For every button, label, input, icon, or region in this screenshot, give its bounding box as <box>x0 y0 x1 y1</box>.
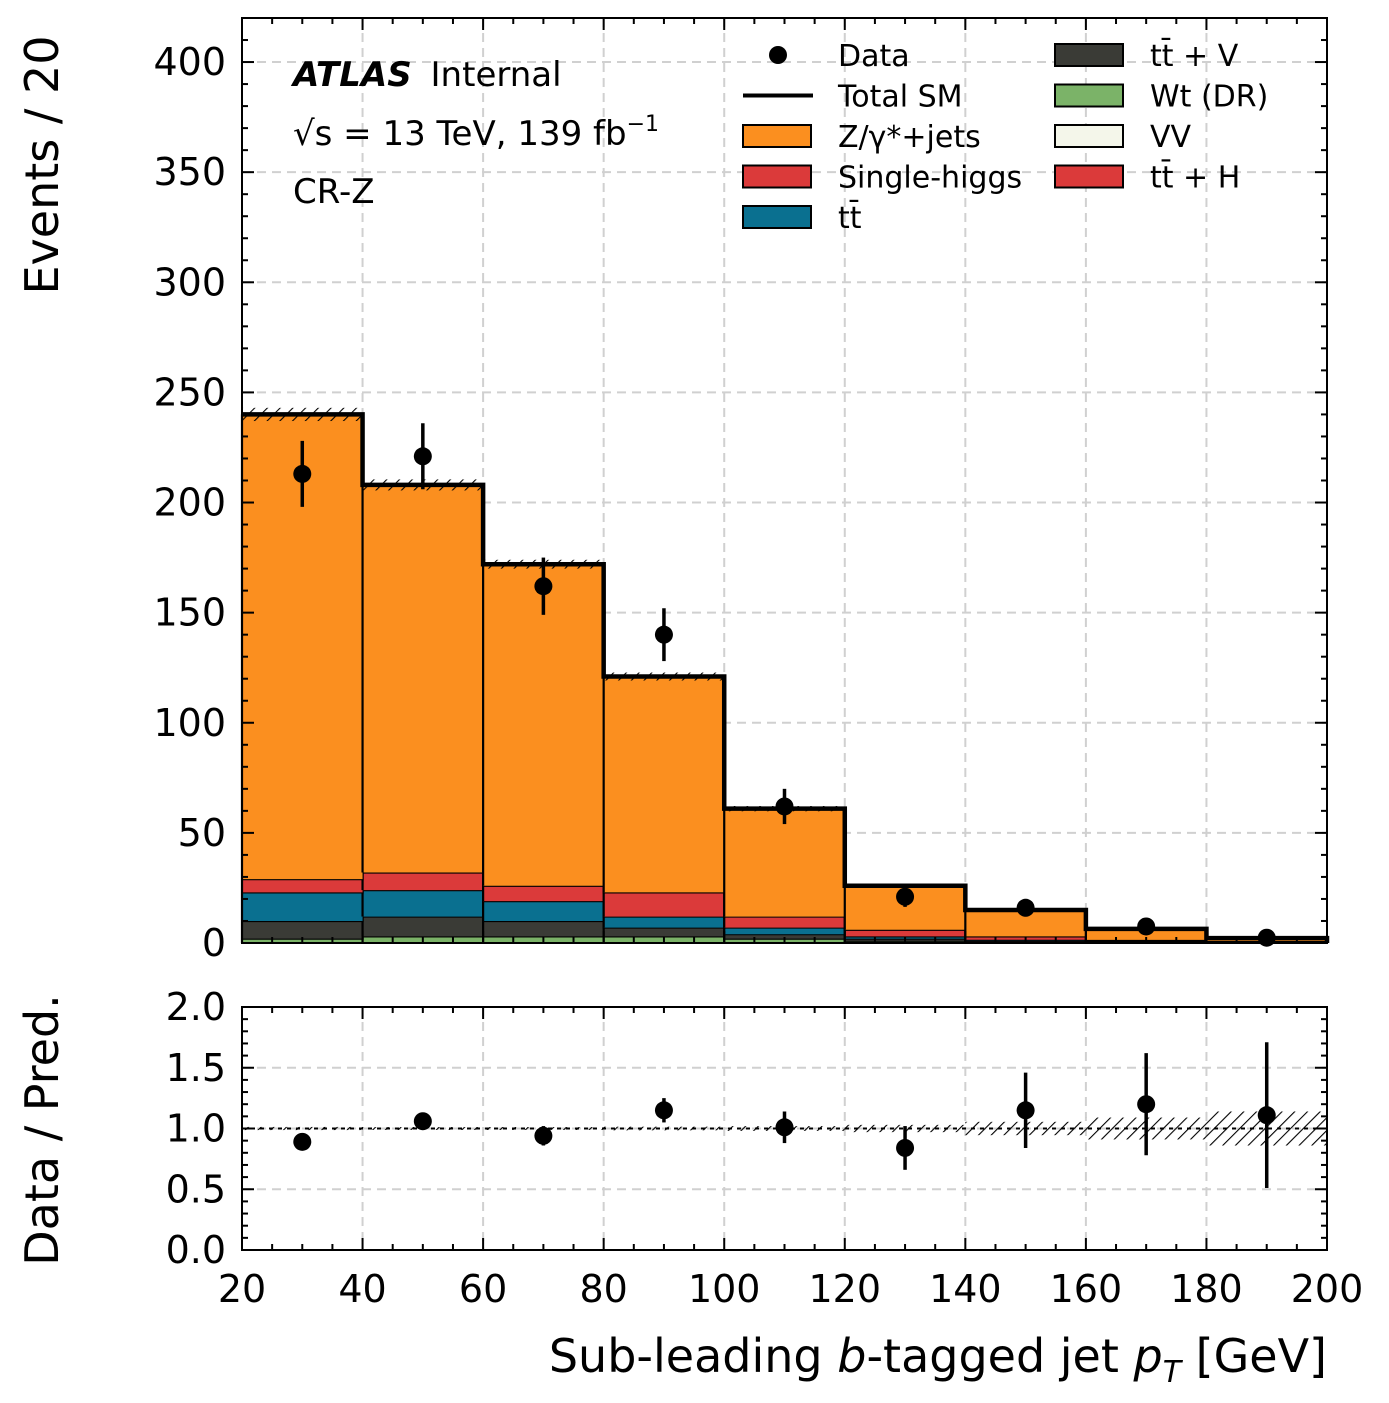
data-point <box>1137 917 1156 936</box>
x-tick-label: 200 <box>1291 1267 1364 1311</box>
legend-entry-left: Total SM <box>743 80 963 115</box>
legend-label: Data <box>838 39 910 74</box>
x-tick-label: 100 <box>688 1267 761 1311</box>
main-y-tick-label: 0 <box>202 921 226 965</box>
data-point <box>896 887 915 906</box>
energy-lumi-label: √s = 13 TeV, 139 fb−1 <box>293 112 659 154</box>
ratio-point <box>534 1126 553 1145</box>
legend-entry-right: Wt (DR) <box>1054 80 1268 115</box>
stack-fill-tt̄ + V <box>242 916 1327 943</box>
main-y-tick-label: 350 <box>153 150 226 194</box>
stack-fill-Z/γ*+jets <box>242 414 1327 942</box>
data-point <box>534 577 553 596</box>
ratio-point <box>896 1138 915 1157</box>
main-y-tick-label: 150 <box>153 591 226 635</box>
main-y-tick-label: 300 <box>153 260 226 304</box>
x-tick-label: 140 <box>929 1267 1002 1311</box>
ratio-y-tick-label: 1.5 <box>166 1046 226 1090</box>
region-label: CR-Z <box>293 172 375 212</box>
atlas-status: Internal <box>431 55 562 95</box>
legend-swatch <box>742 164 812 189</box>
legend-entry-left: tt̄ <box>742 200 862 236</box>
stack-fill-Single-higgs <box>242 872 1327 942</box>
legend-label: tt̄ + V <box>1150 38 1239 74</box>
legend-label: Single-higgs <box>838 161 1022 196</box>
ratio-point <box>293 1132 312 1151</box>
ratio-y-tick-label: 1.0 <box>166 1107 226 1151</box>
main-y-tick-label: 200 <box>153 481 226 525</box>
x-tick-label: 40 <box>338 1267 386 1311</box>
legend-data-marker <box>769 46 787 64</box>
main-total-sm-line <box>242 412 1330 943</box>
data-point <box>1016 898 1035 917</box>
main-y-tick-label: 50 <box>178 811 226 855</box>
ratio-y-tick-label: 0.5 <box>166 1167 226 1211</box>
ratio-ticks: 0.0 0.5 1.0 1.5 2.0 20 40 60 80 100 120 140 160 180 20… <box>166 985 1364 1311</box>
ratio-point <box>1257 1106 1276 1125</box>
main-ticks: 0 50 100 150 200 250 300 350 400 <box>153 17 1328 965</box>
main-y-tick-label: 100 <box>153 701 226 745</box>
legend: Data Total SM Z/γ*+jets Single-higgs tt̄ tt̄ … <box>742 38 1268 236</box>
legend-entry-left: Data <box>769 39 910 74</box>
x-tick-label: 20 <box>218 1267 266 1311</box>
legend-swatch <box>1054 124 1124 148</box>
ratio-y-tick-label: 2.0 <box>166 985 226 1029</box>
legend-entry-right: tt̄ + H <box>1054 159 1240 196</box>
x-tick-label: 80 <box>579 1267 627 1311</box>
data-point <box>775 797 794 816</box>
stack-fill-tt̄ <box>242 890 1327 943</box>
main-stack <box>240 413 1327 944</box>
atlas-experiment: ATLAS <box>290 55 412 95</box>
ratio-y-tick-label: 0.0 <box>166 1228 226 1272</box>
legend-entry-right: VV <box>1054 120 1192 155</box>
legend-label: Total SM <box>837 80 963 115</box>
x-axis-title: Sub-leading b-tagged jet pT [GeV] <box>549 1329 1327 1390</box>
legend-entry-right: tt̄ + V <box>1054 38 1239 74</box>
main-y-tick-label: 400 <box>153 40 226 84</box>
legend-swatch <box>1054 83 1124 108</box>
main-ylabel: Events / 20 <box>15 35 69 294</box>
atlas-label: ATLAS Internal <box>290 55 562 95</box>
total-sm-line <box>242 412 1330 943</box>
legend-label: Wt (DR) <box>1150 80 1268 115</box>
ratio-unc-bin <box>242 1126 363 1131</box>
ratio-point <box>775 1118 794 1137</box>
ratio-ylabel: Data / Pred. <box>15 994 69 1266</box>
ratio-point <box>654 1101 673 1120</box>
data-point <box>293 464 312 483</box>
legend-swatch <box>1054 164 1124 189</box>
main-grid <box>241 18 1328 944</box>
ratio-point <box>413 1112 432 1131</box>
legend-swatch <box>1054 43 1124 67</box>
x-tick-label: 160 <box>1050 1267 1123 1311</box>
ratio-unc-bin <box>603 1126 725 1131</box>
x-tick-label: 120 <box>809 1267 882 1311</box>
main-y-tick-label: 250 <box>153 370 226 414</box>
legend-label: tt̄ <box>838 200 862 236</box>
legend-swatch <box>742 124 812 148</box>
x-tick-label: 180 <box>1170 1267 1243 1311</box>
ratio-data-points <box>293 1042 1276 1189</box>
legend-swatch <box>742 205 812 229</box>
ratio-point <box>1137 1095 1156 1114</box>
legend-label: tt̄ + H <box>1150 159 1240 195</box>
legend-entry-left: Single-higgs <box>742 161 1022 196</box>
ratio-point <box>1016 1101 1035 1120</box>
data-point <box>654 625 673 644</box>
data-point <box>413 447 432 466</box>
legend-label: VV <box>1150 120 1192 155</box>
legend-label: Z/γ*+jets <box>838 120 981 155</box>
x-tick-label: 60 <box>459 1267 507 1311</box>
legend-entry-left: Z/γ*+jets <box>742 120 981 155</box>
